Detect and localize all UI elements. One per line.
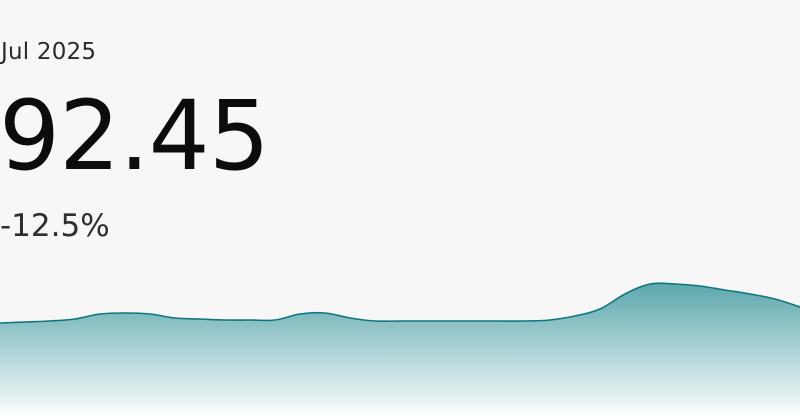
sparkline-area: [0, 283, 800, 419]
metric-value: 92.45: [0, 80, 270, 192]
period-label: Jul 2025: [1, 39, 97, 65]
percent-change: -12.5%: [0, 208, 110, 244]
sparkline-line: [0, 282, 800, 324]
